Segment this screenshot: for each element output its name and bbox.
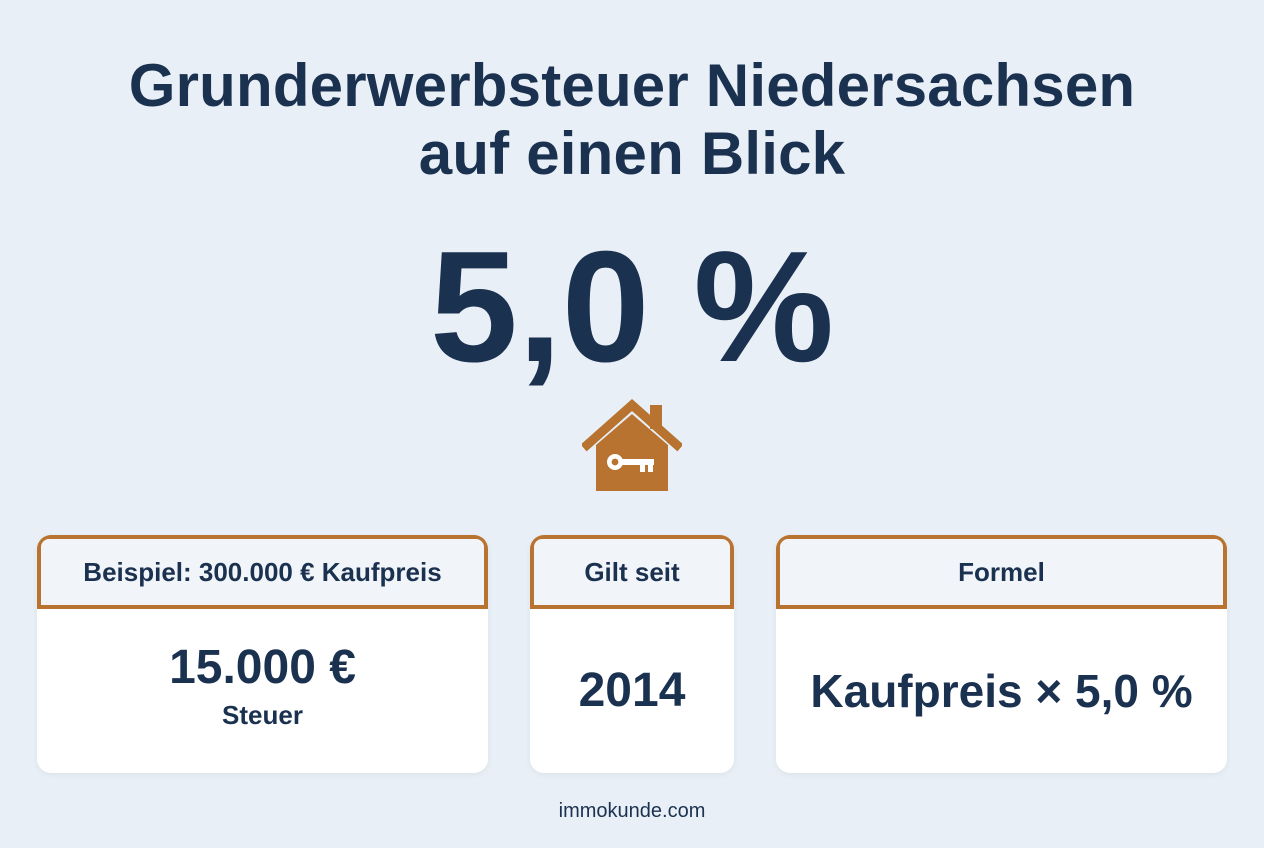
example-card: Beispiel: 300.000 € Kaufpreis 15.000 € S…	[37, 535, 488, 773]
formula-value: Kaufpreis × 5,0 %	[810, 665, 1193, 717]
since-card-body: 2014	[530, 609, 734, 773]
formula-card-header: Formel	[776, 535, 1227, 609]
page-title-line-1: Grunderwerbsteuer Niedersachsen	[128, 52, 1136, 119]
example-card-body: 15.000 € Steuer	[37, 609, 488, 773]
page-title-line-2: auf einen Blick	[418, 120, 846, 187]
example-tax-value: 15.000 €	[169, 641, 356, 694]
tax-rate: 5,0 %	[429, 219, 835, 395]
since-card: Gilt seit 2014	[530, 535, 734, 773]
house-key-icon	[580, 398, 684, 493]
since-year-value: 2014	[578, 664, 686, 717]
formula-card: Formel Kaufpreis × 5,0 %	[776, 535, 1227, 773]
example-tax-caption: Steuer	[222, 700, 303, 730]
formula-card-body: Kaufpreis × 5,0 %	[776, 609, 1227, 773]
example-card-header: Beispiel: 300.000 € Kaufpreis	[37, 535, 488, 609]
footer-domain: immokunde.com	[558, 800, 706, 822]
since-card-header: Gilt seit	[530, 535, 734, 609]
page-title: Grunderwerbsteuer Niedersachsen auf eine…	[0, 52, 1264, 188]
